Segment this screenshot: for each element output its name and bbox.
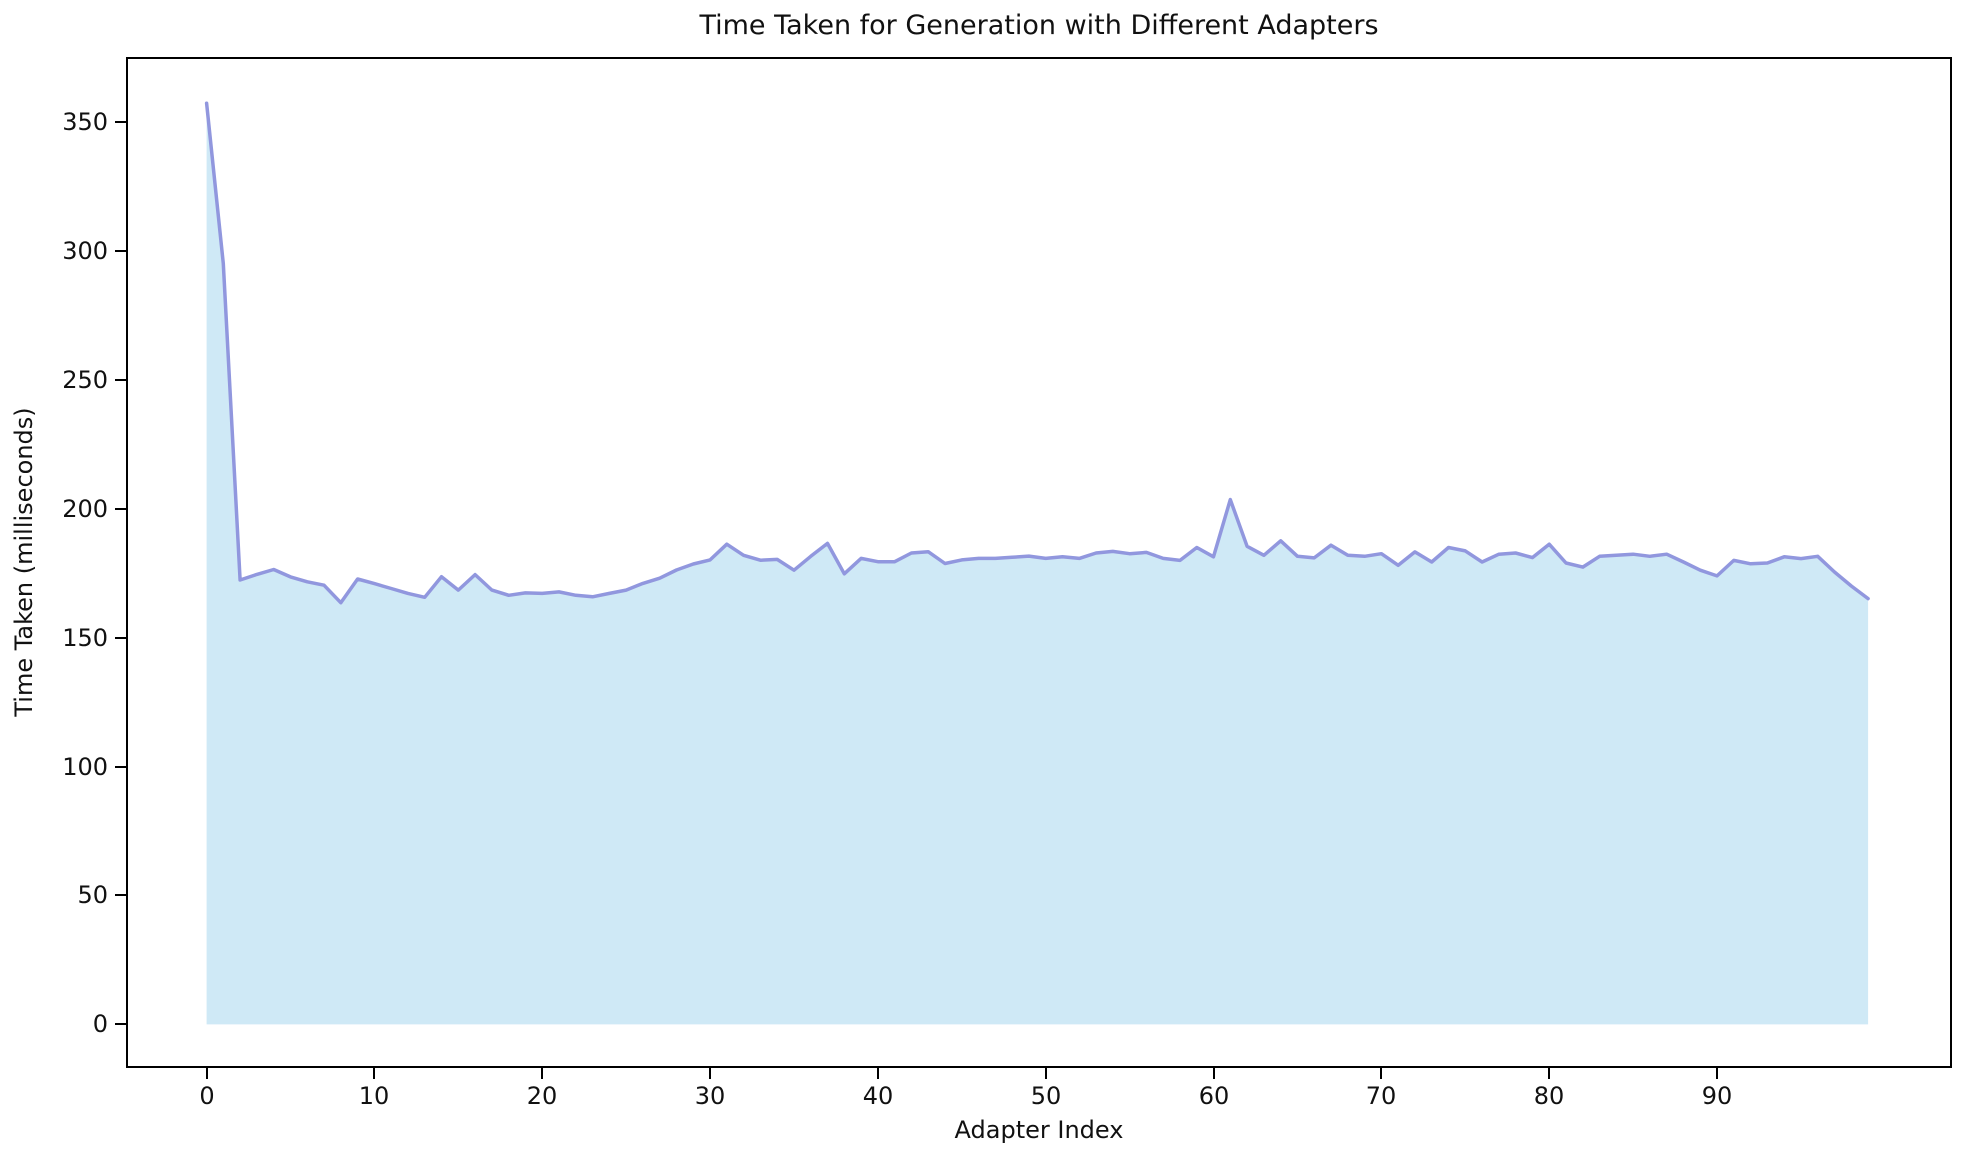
x-tick-label: 80 [1533, 1082, 1565, 1110]
y-tick-mark [115, 637, 126, 639]
x-tick-mark [1716, 1068, 1718, 1079]
y-tick-mark [115, 121, 126, 123]
x-tick-label: 50 [1030, 1082, 1062, 1110]
x-tick-mark [1548, 1068, 1550, 1079]
y-tick-mark [115, 379, 126, 381]
y-tick-mark [115, 766, 126, 768]
x-tick-mark [1380, 1068, 1382, 1079]
x-tick-mark [709, 1068, 711, 1079]
chart-title: Time Taken for Generation with Different… [699, 10, 1379, 41]
y-tick-label: 150 [62, 624, 108, 652]
x-tick-label: 30 [694, 1082, 726, 1110]
data-line [204, 101, 1870, 605]
x-tick-label: 90 [1701, 1082, 1733, 1110]
plot-canvas [126, 57, 1952, 1068]
x-tick-mark [541, 1068, 543, 1079]
y-tick-label: 250 [62, 366, 108, 394]
x-tick-label: 10 [358, 1082, 390, 1110]
x-tick-label: 70 [1365, 1082, 1397, 1110]
axes-spines [126, 57, 1952, 1068]
x-tick-mark [1045, 1068, 1047, 1079]
x-tick-label: 20 [526, 1082, 558, 1110]
y-tick-mark [115, 894, 126, 896]
area-fill [206, 103, 1869, 1025]
y-tick-mark [115, 508, 126, 510]
x-tick-label: 60 [1198, 1082, 1230, 1110]
x-tick-label: 40 [862, 1082, 894, 1110]
y-tick-label: 350 [62, 108, 108, 136]
y-axis-label: Time Taken (milliseconds) [10, 407, 38, 717]
x-axis-label: Adapter Index [954, 1116, 1124, 1144]
y-tick-mark [115, 1023, 126, 1025]
y-tick-label: 200 [62, 495, 108, 523]
x-tick-mark [877, 1068, 879, 1079]
y-tick-mark [115, 250, 126, 252]
plot-area [126, 57, 1952, 1068]
y-tick-label: 50 [77, 881, 108, 909]
x-tick-mark [206, 1068, 208, 1079]
x-tick-mark [373, 1068, 375, 1079]
y-tick-label: 0 [92, 1010, 108, 1038]
y-tick-label: 300 [62, 237, 108, 265]
x-tick-label: 0 [199, 1082, 215, 1110]
y-tick-label: 100 [62, 753, 108, 781]
x-tick-mark [1213, 1068, 1215, 1079]
